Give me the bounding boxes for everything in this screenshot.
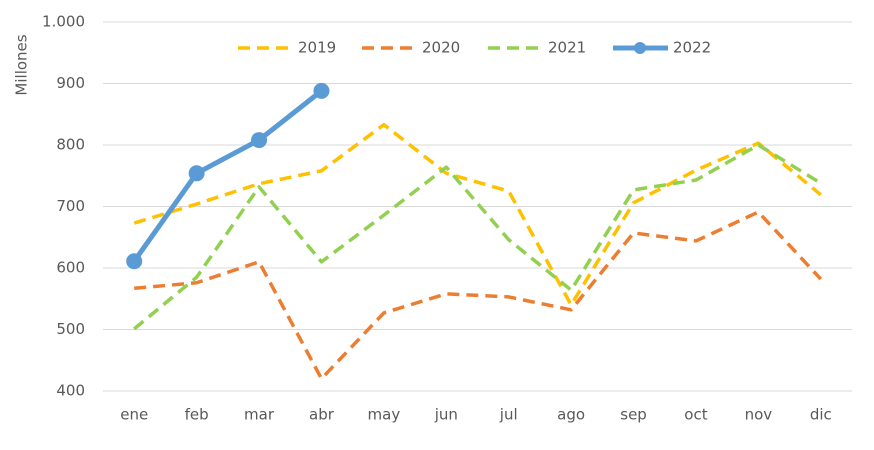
y-tick-label: 700 bbox=[56, 197, 85, 215]
data-point bbox=[313, 82, 330, 99]
y-tick-label: 900 bbox=[56, 74, 85, 92]
series-line bbox=[132, 88, 324, 263]
x-tick-label: oct bbox=[684, 406, 707, 424]
y-tick-label: 600 bbox=[56, 259, 85, 277]
y-tick-label: 1.000 bbox=[42, 13, 85, 31]
y-tick-label: 500 bbox=[56, 320, 85, 338]
x-tick-label: sep bbox=[620, 406, 647, 424]
series-line bbox=[134, 210, 823, 381]
y-tick-label: 800 bbox=[56, 136, 85, 154]
x-tick-label: ene bbox=[120, 406, 148, 424]
x-tick-label: ago bbox=[557, 406, 585, 424]
x-tick-label: may bbox=[368, 406, 401, 424]
data-point bbox=[126, 253, 143, 270]
x-tick-label: nov bbox=[745, 406, 773, 424]
x-tick-label: mar bbox=[244, 406, 275, 424]
y-tick-label: 400 bbox=[56, 382, 85, 400]
x-tick-label: jun bbox=[434, 406, 458, 424]
x-tick-label: feb bbox=[185, 406, 209, 424]
y-axis-label: Millones bbox=[13, 34, 31, 95]
legend-marker bbox=[634, 42, 646, 54]
legend-label: 2020 bbox=[422, 39, 460, 57]
legend-label: 2021 bbox=[548, 39, 586, 57]
data-point bbox=[251, 132, 268, 149]
series-line bbox=[133, 143, 822, 331]
legend-label: 2019 bbox=[298, 39, 336, 57]
data-point bbox=[188, 165, 205, 182]
x-tick-label: abr bbox=[309, 406, 335, 424]
legend-label: 2022 bbox=[673, 39, 711, 57]
x-tick-label: jul bbox=[499, 406, 518, 424]
series-line bbox=[133, 122, 822, 307]
x-tick-label: dic bbox=[810, 406, 832, 424]
